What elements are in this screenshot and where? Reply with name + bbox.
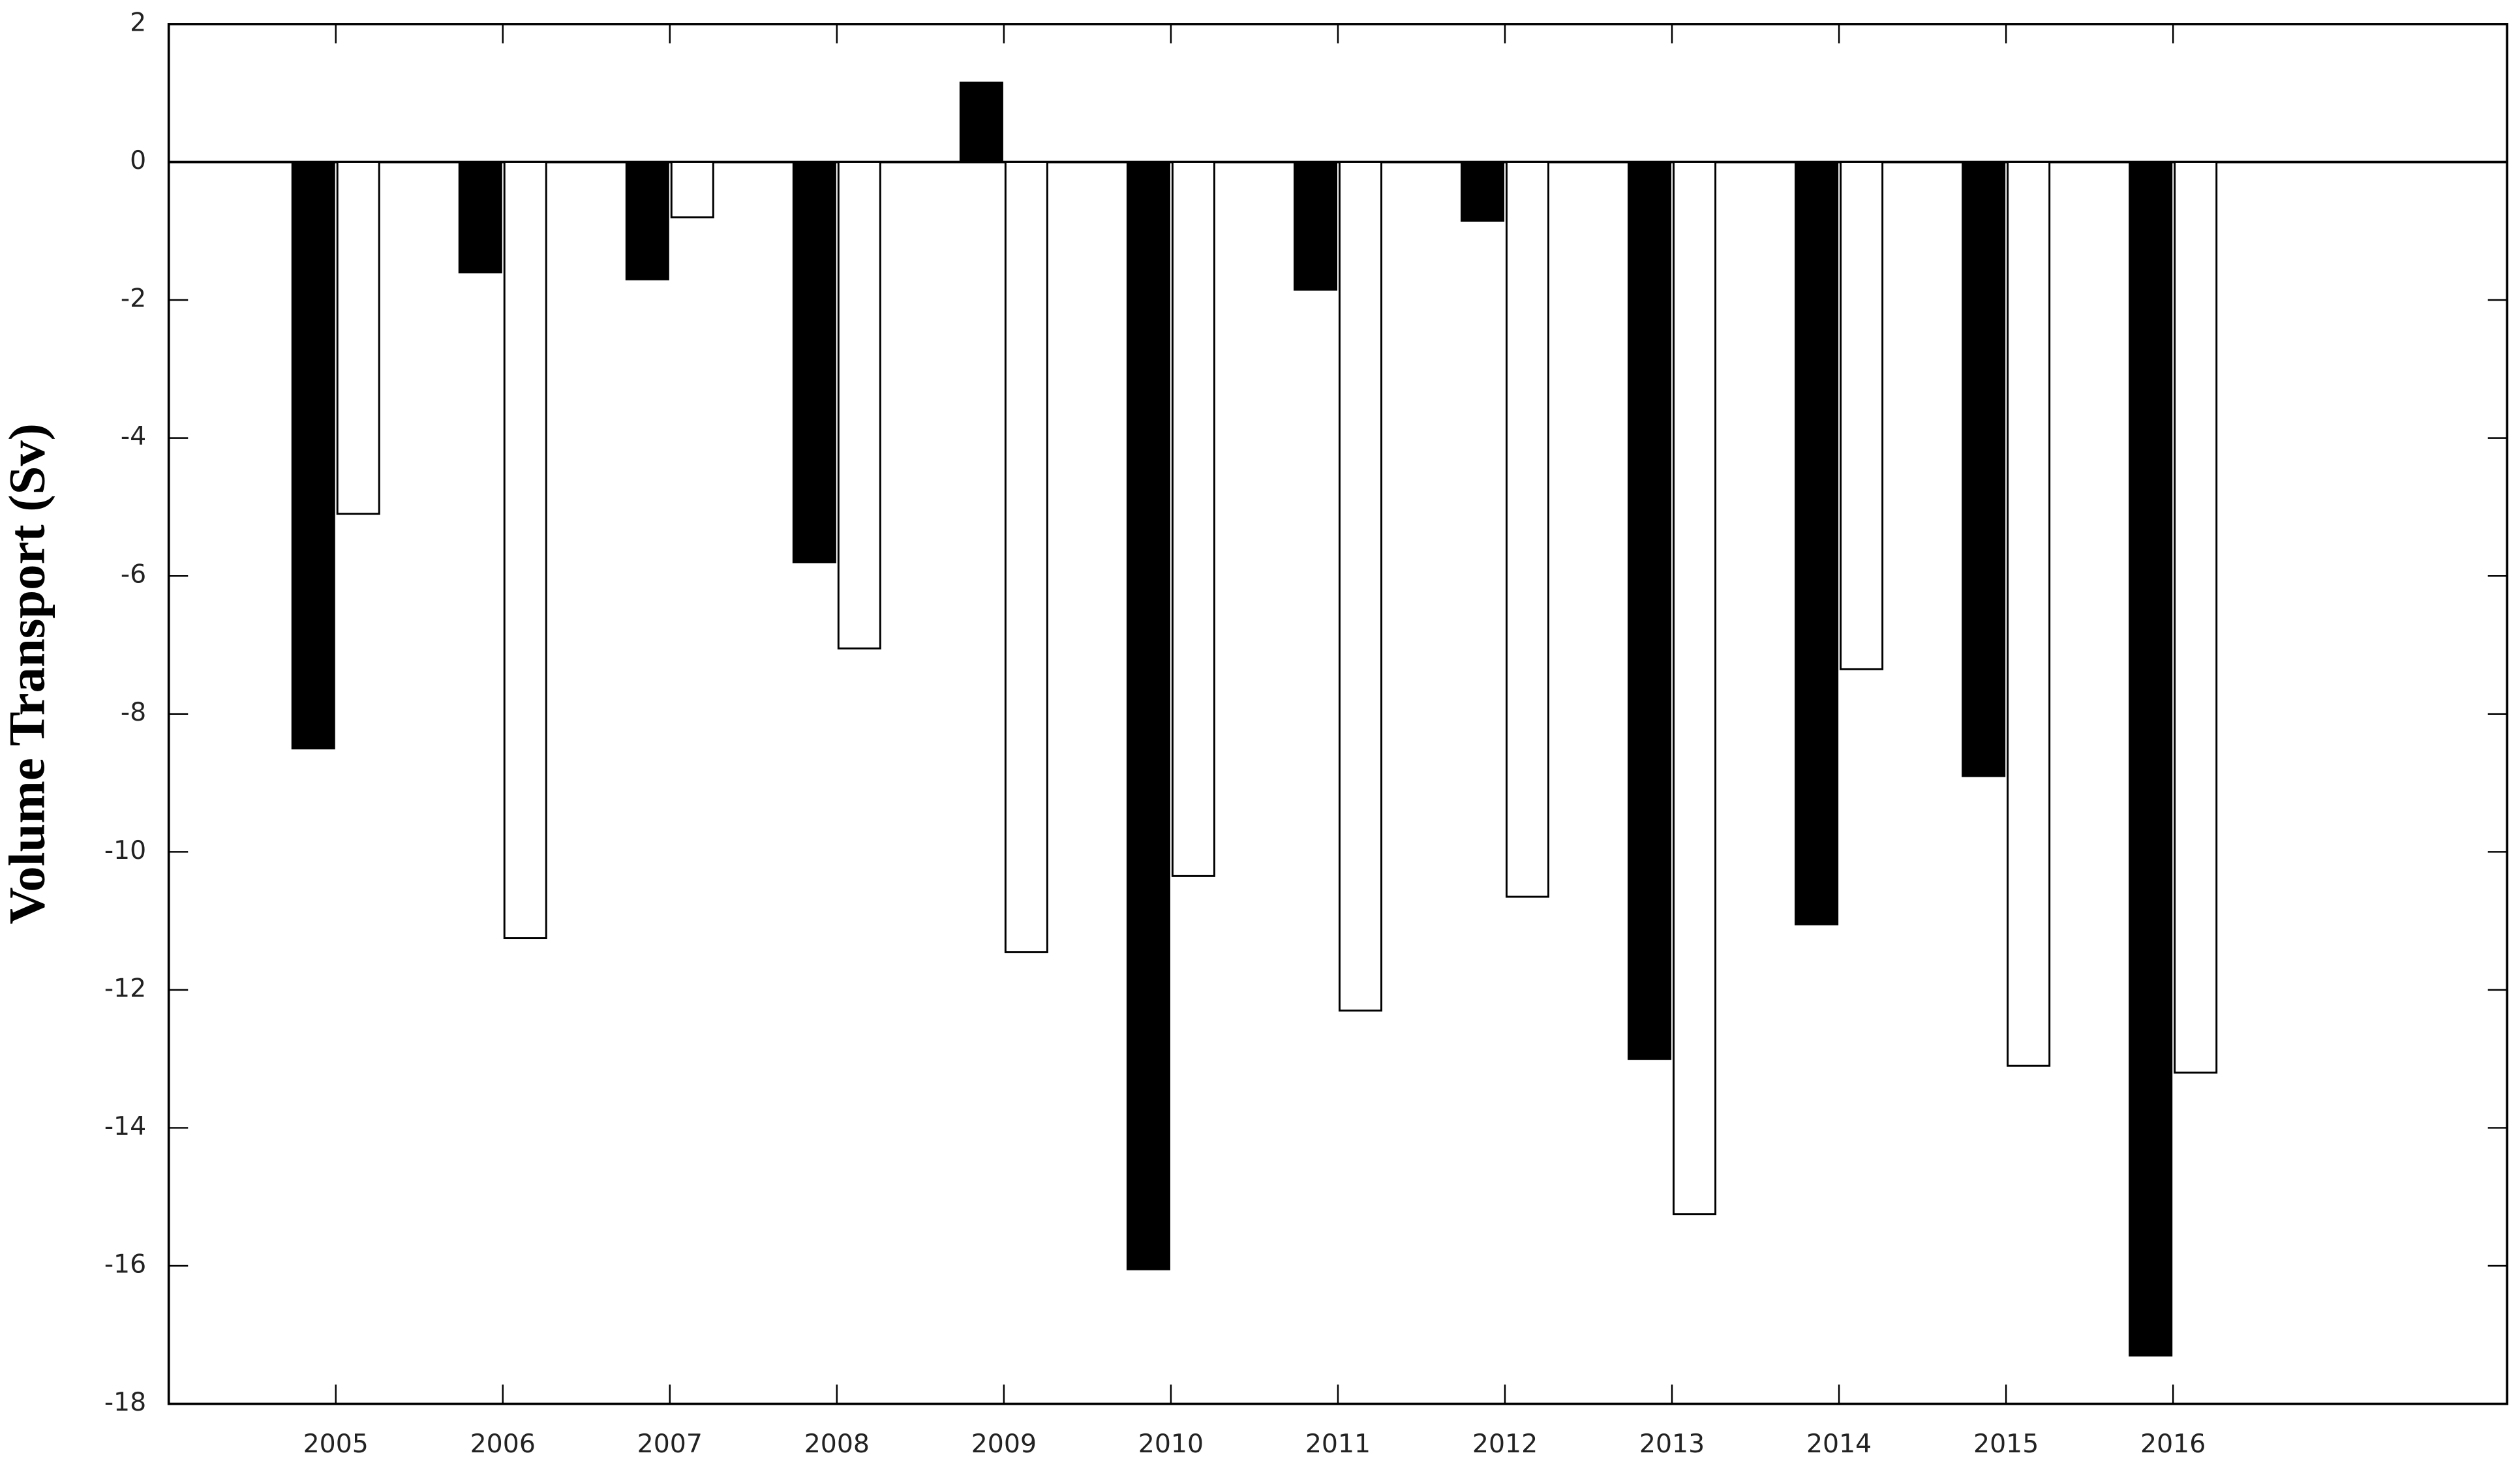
bar (1673, 160, 1717, 1216)
bar (503, 160, 547, 940)
bar (1506, 160, 1550, 898)
x-tick-label: 2015 (1973, 1429, 2039, 1459)
bar (2174, 160, 2218, 1074)
y-tick-label: -14 (104, 1111, 146, 1141)
x-tick-label: 2008 (804, 1429, 870, 1459)
y-axis-label: Volume Transport (Sv) (0, 423, 55, 924)
bar (2129, 160, 2173, 1357)
plot-frame (167, 23, 2509, 1405)
x-tick-label: 2014 (1806, 1429, 1872, 1459)
y-tick-label: -8 (121, 697, 146, 727)
y-tick-label: -16 (104, 1250, 146, 1280)
y-tick-label: -4 (121, 421, 146, 451)
x-tick-label: 2005 (303, 1429, 369, 1459)
bar (1840, 160, 1884, 670)
bar (458, 160, 502, 274)
x-tick-label: 2011 (1305, 1429, 1371, 1459)
bar (1628, 160, 1672, 1060)
bar (837, 160, 881, 650)
bar (1004, 160, 1048, 953)
bar (1962, 160, 2006, 777)
bar (625, 160, 669, 280)
y-tick-label: -2 (121, 284, 146, 314)
bar (1338, 160, 1382, 1012)
y-tick-label: -12 (104, 973, 146, 1003)
bar (1293, 160, 1338, 291)
bar (1795, 160, 1839, 925)
y-tick-label: -18 (104, 1387, 146, 1417)
x-tick-label: 2010 (1138, 1429, 1204, 1459)
x-tick-label: 2016 (2140, 1429, 2206, 1459)
y-tick-label: -10 (104, 835, 146, 865)
x-tick-label: 2007 (637, 1429, 703, 1459)
y-tick-label: 0 (130, 145, 146, 175)
bar (1126, 160, 1170, 1270)
bar (1171, 160, 1215, 877)
x-tick-label: 2012 (1472, 1429, 1538, 1459)
bar (2007, 160, 2051, 1067)
x-tick-label: 2013 (1639, 1429, 1705, 1459)
x-tick-label: 2009 (971, 1429, 1037, 1459)
x-tick-label: 2006 (470, 1429, 536, 1459)
bar (1461, 160, 1505, 222)
bar (670, 160, 714, 218)
bar (792, 160, 836, 563)
bar (291, 160, 335, 750)
bar (336, 160, 380, 515)
y-tick-label: 2 (130, 7, 146, 37)
y-tick-label: -6 (121, 560, 146, 590)
bar (959, 82, 1003, 163)
